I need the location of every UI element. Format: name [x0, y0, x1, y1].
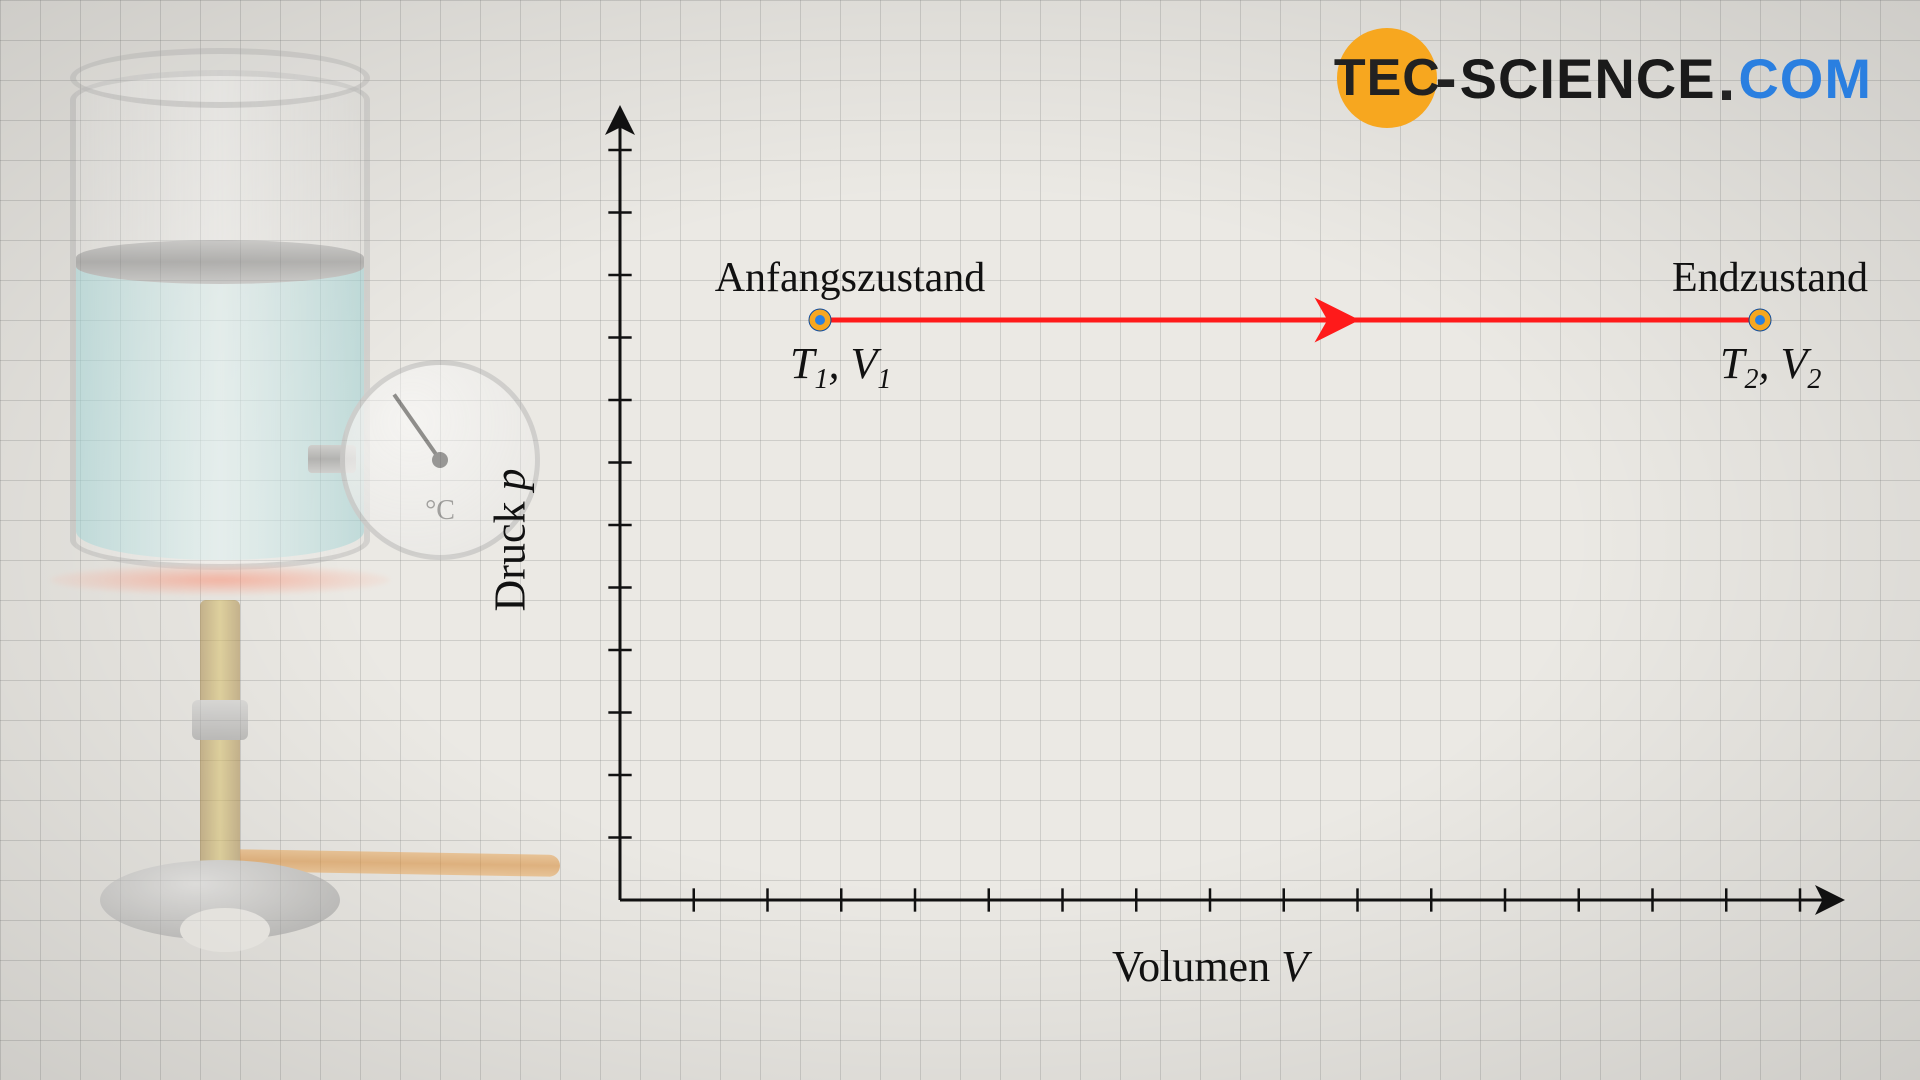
start-V: V	[850, 339, 877, 388]
start-state-label: Anfangszustand	[715, 254, 986, 302]
cylinder-body	[70, 70, 370, 570]
heat-glow	[50, 565, 390, 595]
apparatus-illustration: °C	[20, 60, 540, 1060]
start-state-vars: T1, V1	[790, 338, 891, 396]
gauge-needle	[392, 393, 441, 461]
y-axis-label: Druck p	[485, 469, 536, 612]
logo-circle: TEC	[1337, 28, 1437, 128]
start-T: T	[790, 339, 814, 388]
gauge-center	[432, 452, 448, 468]
end-V-sub: 2	[1807, 364, 1821, 395]
burner-collar	[192, 700, 248, 740]
end-T: T	[1720, 339, 1744, 388]
pv-diagram: Druck p Volumen V Anfangszustand T1, V1 …	[560, 100, 1860, 980]
burner-stem	[200, 600, 240, 880]
piston	[76, 240, 364, 284]
cylinder-top-rim	[70, 48, 370, 108]
end-T-sub: 2	[1744, 364, 1758, 395]
chart-svg	[560, 100, 1860, 980]
logo-circle-text: TEC	[1334, 48, 1441, 108]
start-T-sub: 1	[814, 364, 828, 395]
end-V: V	[1780, 339, 1807, 388]
x-axis-label-symbol: V	[1281, 942, 1308, 991]
end-state-vars: T2, V2	[1720, 338, 1821, 396]
burner-base-cut	[180, 908, 270, 952]
x-axis-label-text: Volumen	[1112, 942, 1281, 991]
x-axis-label: Volumen V	[1112, 941, 1308, 992]
end-state-label: Endzustand	[1672, 254, 1868, 302]
y-axis-label-text: Druck	[486, 491, 535, 612]
y-axis-label-symbol: p	[486, 469, 535, 491]
start-V-sub: 1	[877, 364, 891, 395]
